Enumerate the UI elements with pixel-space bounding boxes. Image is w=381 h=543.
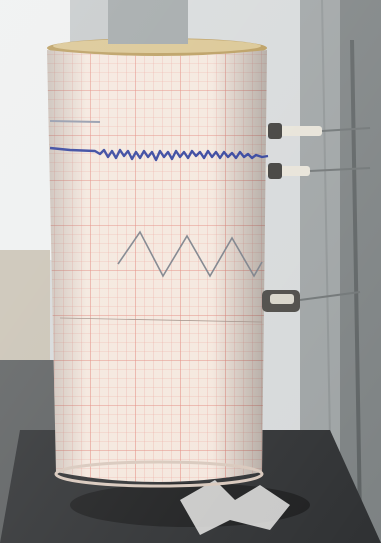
photo-illustration bbox=[0, 0, 381, 543]
glass-reflection bbox=[0, 0, 381, 543]
seismograph-photo bbox=[0, 0, 381, 543]
